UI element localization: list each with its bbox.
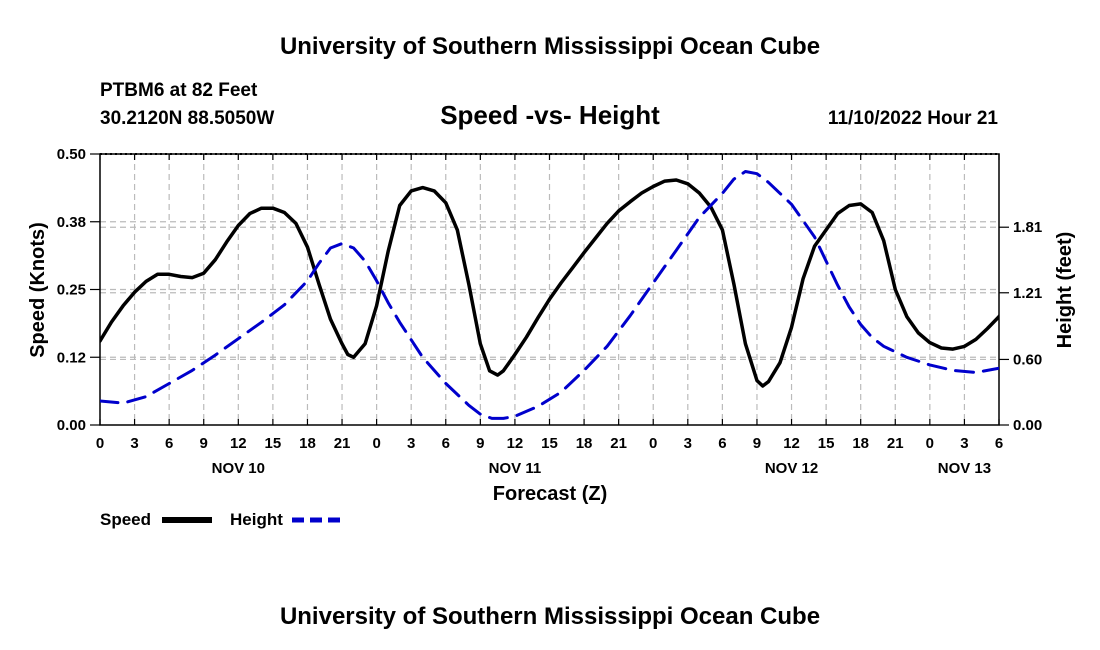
x-tick-label: 6 xyxy=(995,435,1003,452)
x-tick-label: 3 xyxy=(960,435,968,452)
y-axis-title-right: Height (feet) xyxy=(1054,232,1076,349)
x-tick-label: 18 xyxy=(576,435,593,452)
x-tick-label: 12 xyxy=(507,435,524,452)
x-tick-label: 0 xyxy=(649,435,657,452)
grid xyxy=(100,154,999,425)
x-tick-label: 6 xyxy=(165,435,173,452)
x-tick-label: 21 xyxy=(334,435,351,452)
coords-label: 30.2120N 88.5050W xyxy=(100,108,274,129)
x-tick-label: 9 xyxy=(753,435,761,452)
x-tick-label: 3 xyxy=(407,435,415,452)
x-tick-label: 0 xyxy=(96,435,104,452)
x-day-label: NOV 11 xyxy=(489,460,542,477)
legend-speed-label: Speed xyxy=(100,510,151,529)
x-tick-label: 18 xyxy=(852,435,869,452)
footer-title: University of Southern Mississippi Ocean… xyxy=(280,603,820,630)
x-tick-label: 6 xyxy=(718,435,726,452)
legend-height-label: Height xyxy=(230,510,283,529)
speed-line xyxy=(100,178,999,388)
y-tick-label-right: 0.60 xyxy=(1013,351,1042,368)
series xyxy=(100,170,999,420)
legend: Speed Height xyxy=(100,510,342,529)
x-day-label: NOV 13 xyxy=(938,460,991,477)
axis-ticks: 0 3 6 9 12 15 18 21 0 3 6 9 12 15 18 21 0 3 6 9 12 15 18 21 0 3 6N… xyxy=(57,146,1042,477)
datetime-label: 11/10/2022 Hour 21 xyxy=(828,108,998,129)
x-tick-label: 9 xyxy=(200,435,208,452)
x-tick-label: 21 xyxy=(887,435,904,452)
y-tick-label-right: 1.81 xyxy=(1013,219,1042,236)
x-tick-label: 0 xyxy=(372,435,380,452)
chart-subtitle: Speed -vs- Height xyxy=(440,100,660,130)
page-title: University of Southern Mississippi Ocean… xyxy=(280,33,820,60)
x-tick-label: 15 xyxy=(818,435,835,452)
x-tick-label: 12 xyxy=(783,435,800,452)
x-tick-label: 15 xyxy=(265,435,282,452)
x-day-label: NOV 12 xyxy=(765,460,818,477)
x-tick-label: 18 xyxy=(299,435,316,452)
x-tick-label: 12 xyxy=(230,435,247,452)
x-tick-label: 0 xyxy=(926,435,934,452)
station-label: PTBM6 at 82 Feet xyxy=(100,80,258,101)
x-tick-label: 6 xyxy=(442,435,450,452)
x-day-label: NOV 10 xyxy=(212,460,265,477)
x-axis-title: Forecast (Z) xyxy=(493,483,607,505)
y-tick-label-left: 0.12 xyxy=(57,349,86,366)
x-tick-label: 15 xyxy=(541,435,558,452)
x-tick-label: 3 xyxy=(130,435,138,452)
x-tick-label: 9 xyxy=(476,435,484,452)
y-tick-label-right: 1.21 xyxy=(1013,285,1042,302)
y-tick-label-left: 0.00 xyxy=(57,417,86,434)
y-tick-label-left: 0.25 xyxy=(57,282,86,299)
y-tick-label-right: 0.00 xyxy=(1013,417,1042,434)
y-axis-title-left: Speed (Knots) xyxy=(27,222,49,358)
x-tick-label: 21 xyxy=(610,435,627,452)
y-tick-label-left: 0.38 xyxy=(57,214,86,231)
x-tick-label: 3 xyxy=(684,435,692,452)
y-tick-label-left: 0.50 xyxy=(57,146,86,163)
